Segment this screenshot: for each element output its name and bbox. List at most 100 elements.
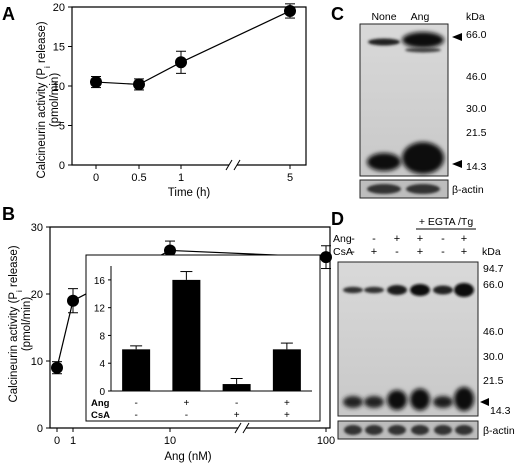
plot-a-ytick-label-4: 20: [53, 2, 65, 14]
inset-ang-sign-1: +: [183, 398, 189, 409]
plot-b-point-1: [67, 294, 79, 307]
ylabel-a-part2: release): [36, 21, 48, 66]
blot-d-band-14-lane-1: [364, 396, 384, 408]
blot-d-actin-bands: [344, 425, 473, 435]
plot-a-point-2: [175, 56, 187, 69]
ylabel-a-part1: Calcineurin activity (P: [36, 68, 48, 179]
blot-d-marker-30: 30.0: [483, 351, 504, 363]
blot-d-row-ang: Ang: [333, 233, 352, 245]
blot-d-csa-sign-1: +: [371, 246, 377, 258]
blot-c-band-66-none: [368, 38, 400, 46]
blot-d-band-66-lane-2: [387, 285, 407, 295]
blot-c-marker-66: 66.0: [466, 29, 487, 41]
plot-b-ytick-label-0: 0: [37, 423, 43, 435]
blot-d-condition-signs: ---++-++--++: [351, 233, 467, 258]
blot-d-ang-sign-3: +: [417, 233, 423, 245]
xlabel-a: Time (h): [168, 187, 211, 199]
plot-b-ytick-label-2: 20: [31, 289, 43, 301]
blot-d-csa-sign-2: -: [395, 246, 399, 258]
blot-d-band-14-lane-4: [433, 396, 453, 408]
blot-d-arrow-14: [480, 398, 489, 406]
ylabel-b-sub: i: [15, 290, 24, 292]
inset-bar-1: [172, 279, 201, 391]
blot-c-band-14-ang: [402, 142, 444, 174]
blot-c-arrow-14: [452, 160, 462, 168]
blot-d-actin-band-lane-3: [411, 425, 429, 435]
ylabel-a-sub: i: [43, 66, 52, 68]
plot-b-xtick-label-1: 1: [70, 435, 76, 447]
ylabel-b-line2: (pmol/min): [21, 297, 33, 351]
blot-c-actin-band-ang: [406, 184, 440, 194]
blot-d-actin-band-lane-4: [434, 425, 452, 435]
blot-c-lane-none: None: [371, 11, 396, 23]
blot-d-ang-sign-2: +: [394, 233, 400, 245]
blot-c-arrow-66: [452, 33, 462, 41]
xlabel-b: Ang (nM): [164, 451, 211, 463]
blot-c-marker-21: 21.5: [466, 127, 487, 139]
blot-d-band-66-lane-5: [454, 283, 474, 297]
inset-ytick-label-4: 16: [94, 276, 106, 287]
plot-b-point-3: [320, 251, 332, 264]
blot-d-band-66-lane-0: [343, 286, 363, 294]
panel-label-c: C: [331, 4, 344, 24]
inset-ytick-label-2: 8: [99, 331, 105, 342]
blot-d-band-14-lane-5: [454, 387, 474, 411]
inset-ytick-label-3: 12: [94, 304, 106, 315]
blot-d-marker-14: 14.3: [490, 405, 511, 417]
plot-a-axis-break-mark-1: [225, 159, 233, 171]
blot-d-bands: [343, 283, 474, 411]
inset-ytick-label-0: 0: [99, 387, 105, 398]
inset-csa-sign-1: -: [185, 410, 188, 421]
plot-b-ytick-label-1: 10: [31, 356, 43, 368]
ylabel-a-line2: (pmol/min): [49, 73, 61, 127]
blot-d-actin-band-lane-2: [388, 425, 406, 435]
plot-a-axis-break-mark-2: [233, 159, 241, 171]
plot-b-ytick-label-3: 30: [31, 222, 43, 234]
blot-d-actin-band-lane-5: [455, 425, 473, 435]
blot-c-band-secondary-ang: [405, 47, 441, 53]
svg-text:Calcineurin activity (Pi relea: Calcineurin activity (Pi release): [36, 21, 52, 178]
inset-row-label-ang: Ang: [91, 398, 110, 409]
plot-a-point-3: [284, 4, 296, 17]
blot-c-marker-46: 46.0: [466, 71, 487, 83]
inset-ang-sign-3: +: [284, 398, 290, 409]
blot-d: [337, 261, 489, 440]
plot-a-frame: [71, 6, 307, 166]
blot-d-csa-sign-0: -: [351, 246, 355, 258]
inset-ang-sign-2: -: [235, 398, 238, 409]
inset-ytick-label-1: 4: [99, 359, 105, 370]
plot-b-axis-break-mark-1: [234, 422, 242, 434]
plot-b-xtick-label-2: 10: [164, 435, 176, 447]
inset-csa-sign-0: -: [134, 410, 137, 421]
blot-d-actin-band-lane-0: [344, 425, 362, 435]
plot-a-xtick-label-0: 0: [93, 172, 99, 184]
blot-d-band-14-lane-2: [387, 390, 407, 410]
blot-d-ang-sign-5: +: [461, 233, 467, 245]
plot-a-xtick-label-1: 0.5: [131, 172, 146, 184]
blot-c-lane-ang: Ang: [411, 11, 430, 23]
blot-d-band-14-lane-0: [343, 396, 363, 408]
plot-b-xtick-label-3: 100: [317, 435, 335, 447]
plot-b-point-2: [164, 244, 176, 257]
blot-d-band-66-lane-4: [433, 285, 453, 295]
blot-d-ang-sign-4: -: [441, 233, 445, 245]
blot-d-loading: β-actin: [483, 425, 515, 437]
plot-b-point-0: [51, 361, 63, 374]
plot-b-axis-break-mark-2: [242, 422, 250, 434]
blot-d-band-14-lane-3: [410, 388, 430, 411]
plot-a-xtick-label-3: 5: [287, 172, 293, 184]
blot-d-csa-sign-4: -: [441, 246, 445, 258]
blot-d-csa-sign-3: +: [417, 246, 423, 258]
plot-a-xtick-label-2: 1: [178, 172, 184, 184]
blot-d-ang-sign-1: -: [372, 233, 376, 245]
panel-a-y-axis-label: Calcineurin activity (Pi release) (pmol/…: [36, 21, 61, 178]
blot-c-kda: kDa: [466, 11, 485, 23]
plot-a-ytick-label-3: 15: [53, 42, 65, 54]
plot-a-ytick-label-0: 0: [59, 160, 65, 172]
blot-d-band-66-lane-1: [364, 286, 384, 294]
plot-a-ytick-label-1: 5: [59, 121, 65, 133]
blot-c-loading: β-actin: [452, 184, 484, 196]
blot-d-band-66-lane-3: [410, 284, 430, 296]
